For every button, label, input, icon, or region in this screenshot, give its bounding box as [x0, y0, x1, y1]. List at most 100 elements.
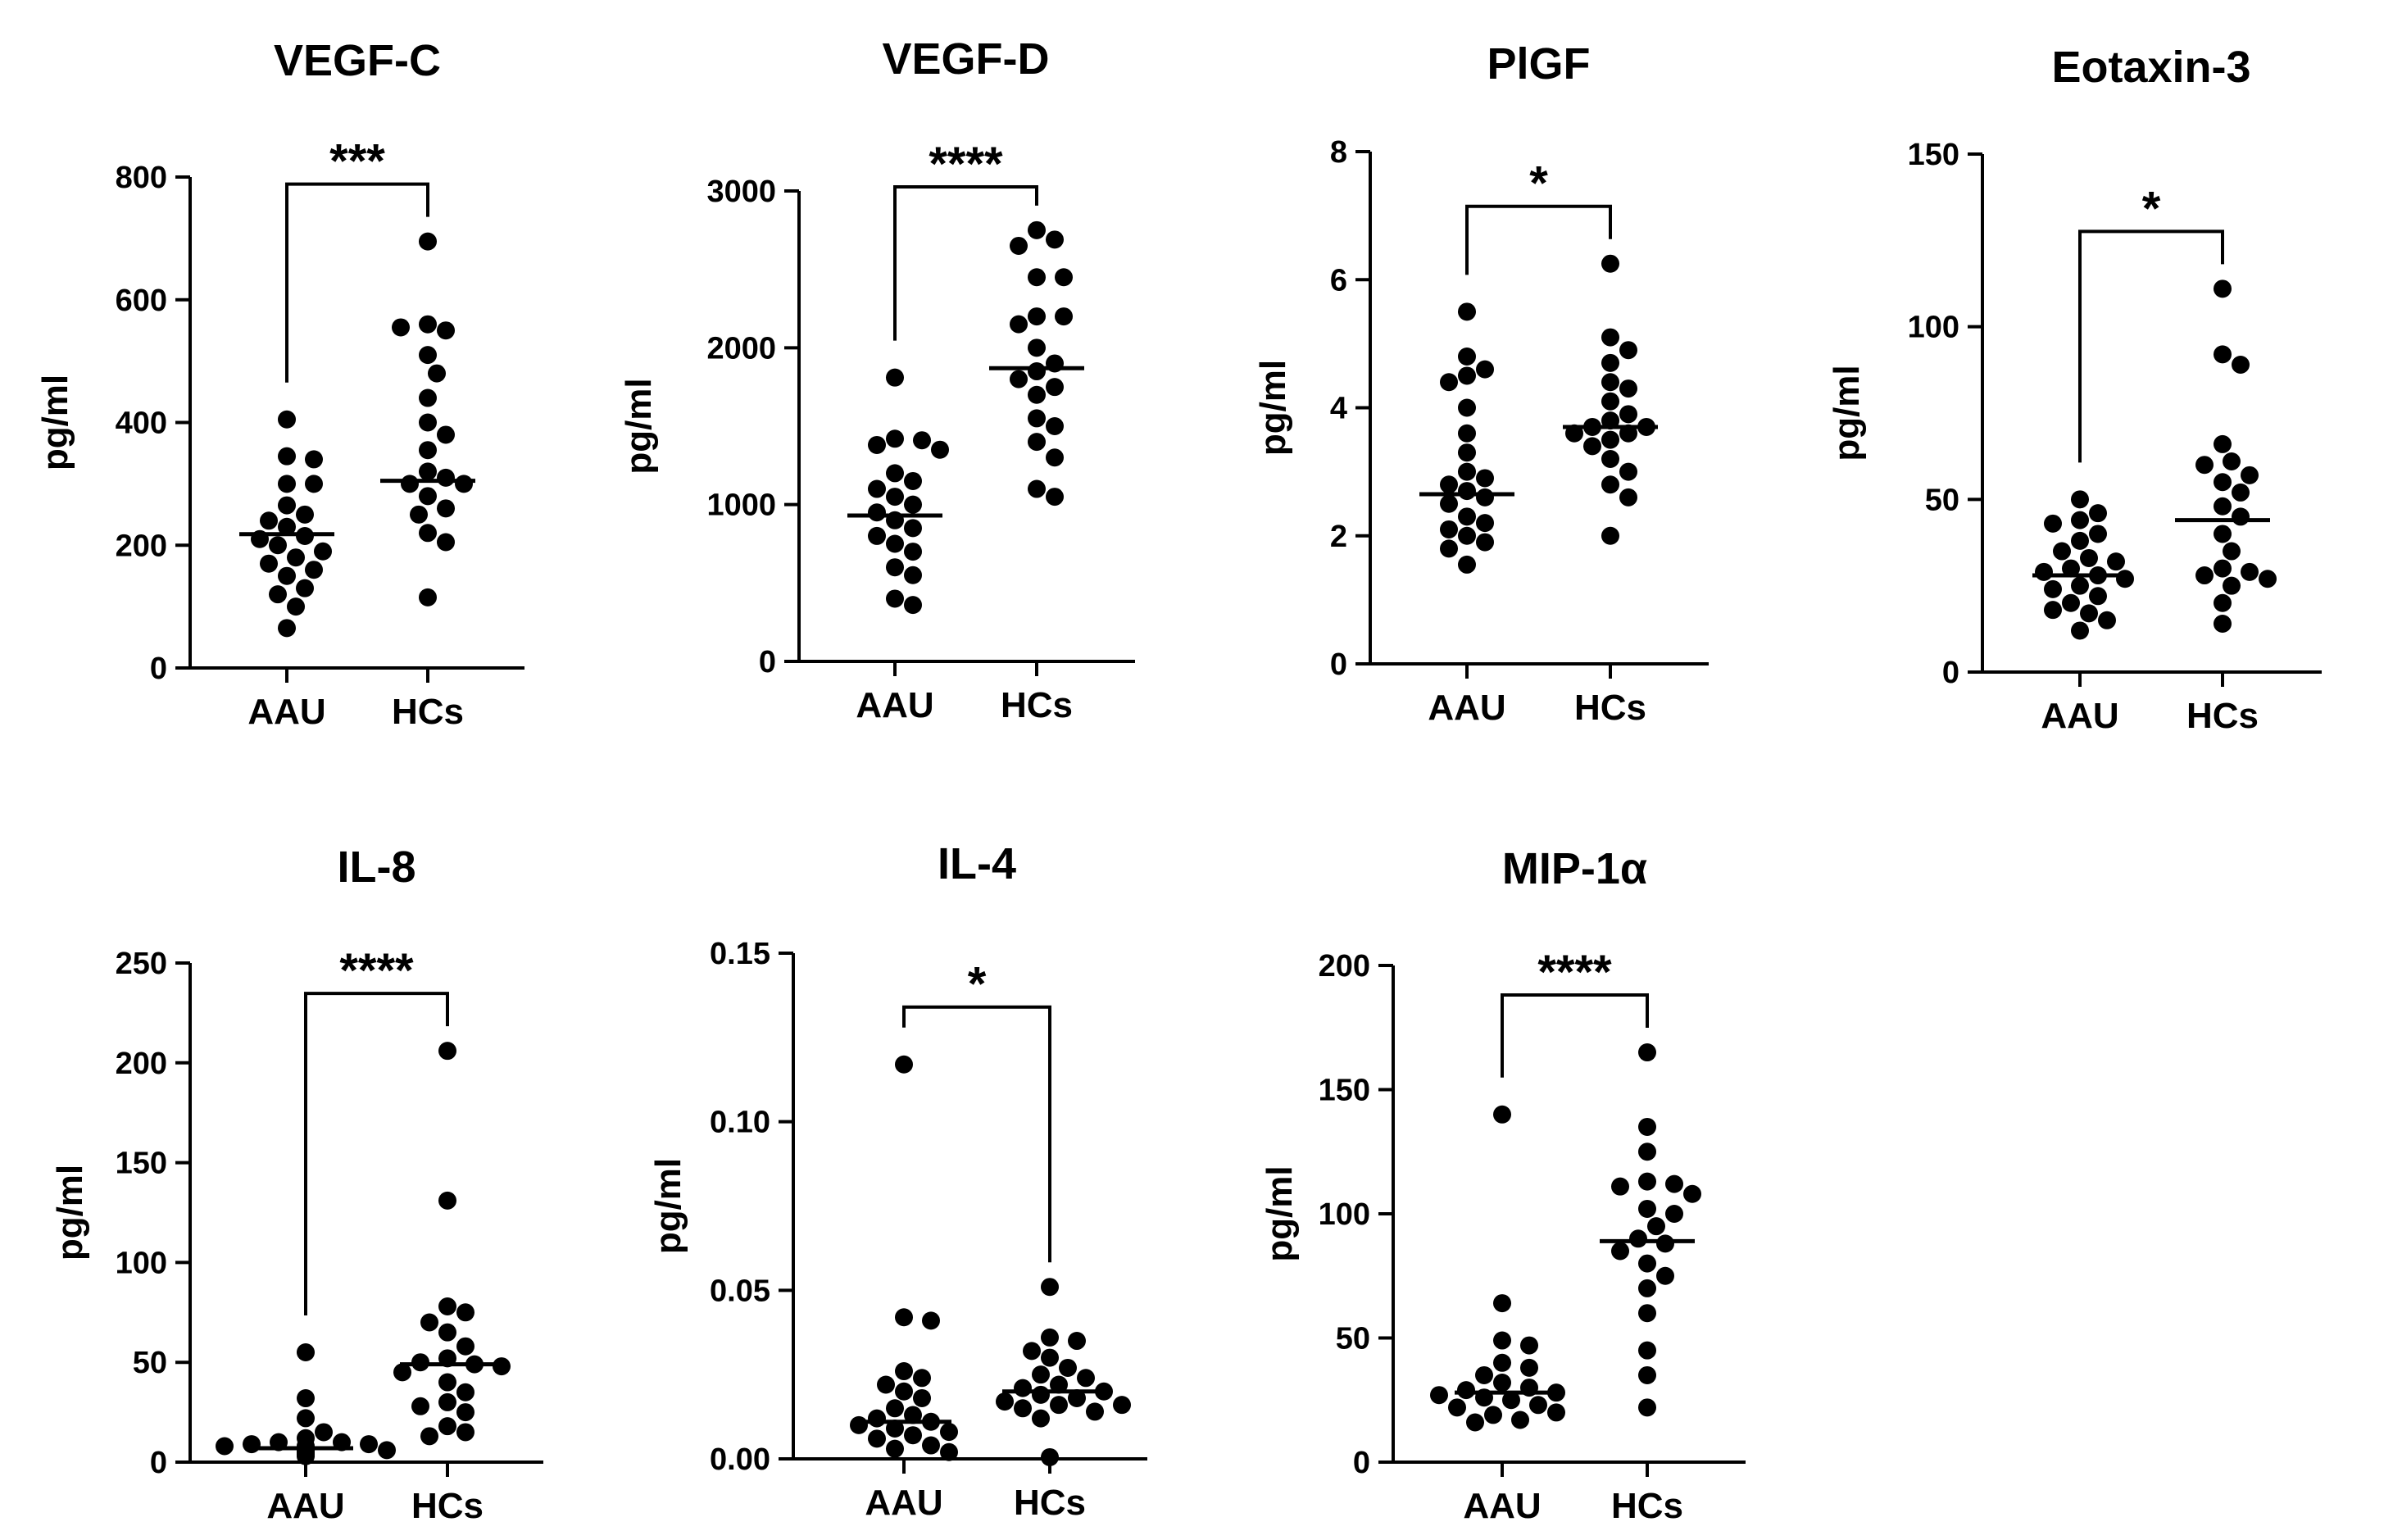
data-point-hcs	[438, 1042, 456, 1061]
y-tick-label: 6	[1330, 263, 1347, 298]
data-point-hcs	[1028, 479, 1046, 498]
data-point-aau	[2071, 511, 2089, 529]
data-point-aau	[922, 1311, 940, 1330]
data-point-aau	[1458, 398, 1476, 417]
data-point-aau	[305, 450, 323, 469]
data-point-hcs	[437, 499, 455, 518]
data-point-aau	[913, 1388, 931, 1407]
data-point-aau	[904, 1426, 922, 1445]
data-point-hcs	[1050, 1375, 1068, 1394]
data-point-hcs	[1032, 1385, 1050, 1404]
data-point-hcs	[2232, 507, 2250, 526]
data-point-hcs	[2195, 566, 2214, 585]
y-tick-label: 50	[1925, 483, 1959, 517]
data-point-hcs	[438, 1297, 456, 1315]
data-point-hcs	[428, 364, 446, 383]
data-point-hcs	[1023, 1342, 1041, 1361]
data-point-aau	[877, 1375, 895, 1394]
data-point-hcs	[437, 533, 455, 552]
data-point-aau	[1466, 1413, 1484, 1432]
significance-bracket	[304, 992, 449, 1316]
data-point-hcs	[1068, 1388, 1086, 1407]
chart-title: VEGF-D	[882, 34, 1049, 84]
data-point-hcs	[1656, 1234, 1674, 1253]
data-point-aau	[1440, 494, 1458, 513]
panel-plgf: PlGF 0 2 4 6 8 AAU HCs pg/ml *	[1253, 39, 1709, 728]
y-axis-label: pg/ml	[1253, 360, 1293, 456]
data-point-hcs	[2214, 473, 2232, 492]
data-point-hcs	[2214, 497, 2232, 516]
y-tick-label: 100	[1319, 1197, 1370, 1232]
data-point-hcs	[996, 1392, 1014, 1411]
data-point-hcs	[419, 413, 437, 432]
data-point-hcs	[1010, 370, 1028, 388]
data-point-hcs	[2214, 434, 2232, 453]
data-point-aau	[904, 596, 922, 615]
data-point-hcs	[1010, 236, 1028, 255]
data-point-hcs	[419, 524, 437, 543]
data-point-hcs	[456, 1303, 474, 1322]
data-point-aau	[913, 1369, 931, 1388]
data-point-hcs	[1601, 430, 1619, 449]
data-point-aau	[1493, 1331, 1511, 1350]
data-point-hcs	[2214, 345, 2232, 364]
data-point-hcs	[1041, 1278, 1059, 1297]
data-point-hcs	[456, 1423, 474, 1442]
y-axis-label: pg/ml	[1260, 1165, 1300, 1261]
data-point-hcs	[1028, 220, 1046, 239]
chart-title: IL-4	[938, 839, 1016, 888]
data-point-aau	[2062, 559, 2080, 578]
data-point-hcs	[1028, 307, 1046, 326]
data-point-hcs	[1683, 1184, 1701, 1203]
data-point-aau	[2044, 601, 2062, 620]
data-point-aau	[2062, 593, 2080, 612]
data-point-aau	[868, 1409, 886, 1428]
data-point-aau	[297, 1409, 315, 1428]
data-point-hcs	[438, 1392, 456, 1411]
data-point-hcs	[2223, 452, 2241, 470]
data-point-aau	[1458, 507, 1476, 526]
data-point-aau	[297, 1389, 315, 1408]
data-point-aau	[886, 368, 904, 387]
data-point-hcs	[1583, 437, 1601, 456]
data-point-hcs	[1665, 1174, 1683, 1193]
data-point-hcs	[2223, 542, 2241, 561]
data-point-hcs	[1010, 315, 1028, 334]
data-point-aau	[296, 505, 314, 524]
data-point-aau	[913, 431, 931, 450]
data-point-aau	[278, 566, 296, 585]
x-category-label-hcs: HCs	[1014, 1483, 1086, 1523]
data-point-hcs	[1638, 1341, 1656, 1360]
data-point-hcs	[1041, 1348, 1059, 1367]
y-tick-label: 0	[759, 645, 776, 679]
data-point-hcs	[1638, 1143, 1656, 1161]
significance-label: *	[2142, 182, 2161, 235]
data-point-hcs	[437, 321, 455, 340]
data-point-aau	[2044, 514, 2062, 533]
data-point-hcs	[437, 425, 455, 444]
data-point-aau	[1458, 348, 1476, 366]
data-point-hcs	[2214, 279, 2232, 298]
data-point-aau	[314, 542, 332, 561]
data-point-hcs	[1028, 433, 1046, 452]
data-point-hcs	[1619, 462, 1637, 481]
data-point-hcs	[2223, 576, 2241, 595]
chart-title: IL-8	[337, 843, 415, 892]
data-point-hcs	[393, 1363, 411, 1382]
data-point-aau	[886, 1399, 904, 1418]
data-point-aau	[2071, 531, 2089, 550]
data-point-aau	[1511, 1411, 1529, 1429]
y-tick-label: 0	[150, 1446, 167, 1480]
data-point-aau	[886, 1419, 904, 1438]
data-point-aau	[922, 1436, 940, 1455]
data-point-hcs	[1656, 1266, 1674, 1285]
y-tick-label: 50	[1336, 1322, 1370, 1356]
y-tick-label: 2	[1330, 520, 1347, 554]
data-point-aau	[1457, 1381, 1475, 1400]
data-point-hcs	[1638, 1117, 1656, 1136]
chart-title: Eotaxin-3	[2051, 43, 2250, 92]
data-point-hcs	[1619, 488, 1637, 507]
data-point-aau	[2089, 587, 2107, 606]
data-point-aau	[1520, 1358, 1538, 1377]
data-point-hcs	[411, 1397, 429, 1415]
